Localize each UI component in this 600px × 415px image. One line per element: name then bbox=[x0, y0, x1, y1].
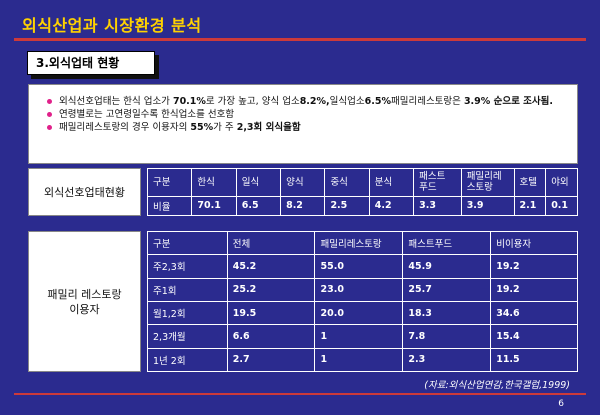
table-header-cell: 한식 bbox=[191, 168, 237, 197]
bottom-divider bbox=[14, 393, 586, 395]
summary-text: 연령별로는 고연령일수록 한식업소를 선호함 bbox=[59, 109, 235, 120]
table-cell: 1 bbox=[314, 324, 404, 349]
summary-text: 순으로 조사됨. bbox=[490, 96, 553, 107]
table1-label: 외식선호업태현황 bbox=[28, 168, 141, 216]
table-row: 월1,2회 19.5 20.0 18.3 34.6 bbox=[147, 300, 578, 326]
table-cell: 25.2 bbox=[226, 277, 316, 302]
table-cell: 34.6 bbox=[490, 300, 578, 326]
page-number: 6 bbox=[558, 399, 564, 409]
table-header-cell: 구분 bbox=[147, 230, 228, 256]
table-header-cell: 구분 bbox=[146, 168, 193, 197]
table-header-cell: 전체 bbox=[226, 230, 316, 256]
table-cell: 15.4 bbox=[490, 324, 578, 349]
row-label-cell: 월1,2회 bbox=[147, 300, 228, 326]
source-note: (자료:외식산업연감,한국갤럽,1999) bbox=[424, 380, 570, 391]
row-label-cell: 비율 bbox=[146, 195, 193, 217]
summary-text: 3.9% bbox=[463, 96, 491, 107]
row-label-cell: 주2,3회 bbox=[147, 254, 228, 279]
table-cell: 18.3 bbox=[402, 300, 492, 326]
table-header-cell: 중식 bbox=[324, 168, 370, 197]
bullet-icon bbox=[47, 112, 52, 117]
bullet-icon bbox=[47, 99, 52, 104]
table-cell: 25.7 bbox=[402, 277, 492, 302]
table-cell: 6.6 bbox=[226, 324, 316, 349]
row-label-cell: 1년 2회 bbox=[147, 347, 228, 373]
summary-text: 회 외식을함 bbox=[253, 122, 301, 133]
table-cell: 2.3 bbox=[402, 347, 492, 373]
row-label-cell: 주1회 bbox=[147, 277, 228, 302]
summary-text: 6.5% bbox=[364, 96, 391, 107]
summary-item: 패밀리레스토랑의 경우 이용자의 55%가 주 2,3회 외식을함 bbox=[47, 121, 567, 134]
summary-text: 가 주 bbox=[213, 122, 237, 133]
table-row: 1년 2회 2.7 1 2.3 11.5 bbox=[147, 347, 578, 373]
table-header-row: 구분 한식 일식 양식 중식 분식 패스트 푸드 패밀리레 스토랑 호텔 야외 bbox=[146, 168, 578, 197]
family-restaurant-table: 구분 전체 패밀리레스토랑 패스트푸드 비이용자 주2,3회 45.2 55.0 45.9 19.… bbox=[147, 230, 578, 373]
table-row: 2,3개월 6.6 1 7.8 15.4 bbox=[147, 324, 578, 349]
summary-text: 70.1% bbox=[172, 96, 206, 107]
summary-text: 55% bbox=[190, 122, 214, 133]
table-cell: 3.9 bbox=[460, 195, 515, 217]
table-cell: 4.2 bbox=[368, 195, 415, 217]
table-header-cell: 패스트푸드 bbox=[402, 230, 492, 256]
row-label-cell: 2,3개월 bbox=[147, 324, 228, 349]
summary-text: 8.2%, bbox=[299, 96, 330, 107]
table-header-cell: 야외 bbox=[545, 168, 578, 197]
table-cell: 0.1 bbox=[545, 195, 578, 217]
summary-box: 외식선호업태는 한식 업소가 70.1%로 가장 높고, 양식 업소8.2%,일… bbox=[28, 84, 578, 164]
table-cell: 19.2 bbox=[490, 277, 578, 302]
preference-table: 구분 한식 일식 양식 중식 분식 패스트 푸드 패밀리레 스토랑 호텔 야외 비율 70.1 6.5 8… bbox=[146, 168, 578, 217]
table-header-cell: 비이용자 bbox=[490, 230, 578, 256]
table-header-cell: 분식 bbox=[368, 168, 415, 197]
bullet-icon bbox=[47, 125, 52, 130]
table-cell: 1 bbox=[314, 347, 404, 373]
title-divider bbox=[14, 38, 586, 41]
table-cell: 6.5 bbox=[235, 195, 282, 217]
table-row: 주1회 25.2 23.0 25.7 19.2 bbox=[147, 277, 578, 302]
table-cell: 55.0 bbox=[314, 254, 404, 279]
table-header-cell: 패밀리레스토랑 bbox=[314, 230, 404, 256]
table-cell: 2.1 bbox=[513, 195, 547, 217]
table2-label-text: 패밀리 레스토랑 이용자 bbox=[47, 287, 122, 316]
slide-title: 외식산업과 시장환경 분석 bbox=[22, 16, 202, 35]
summary-list: 외식선호업태는 한식 업소가 70.1%로 가장 높고, 양식 업소8.2%,일… bbox=[47, 95, 567, 134]
table-header-cell: 패스트 푸드 bbox=[413, 168, 462, 197]
table-cell: 7.8 bbox=[402, 324, 492, 349]
table-cell: 23.0 bbox=[314, 277, 404, 302]
summary-text: 일식업소 bbox=[329, 96, 365, 107]
summary-text: 외식선호업태는 한식 업소가 bbox=[59, 96, 173, 107]
table-cell: 70.1 bbox=[191, 195, 237, 217]
table-header-row: 구분 전체 패밀리레스토랑 패스트푸드 비이용자 bbox=[147, 230, 578, 256]
summary-text: 2,3 bbox=[236, 122, 254, 133]
table-cell: 2.5 bbox=[324, 195, 370, 217]
summary-item: 외식선호업태는 한식 업소가 70.1%로 가장 높고, 양식 업소8.2%,일… bbox=[47, 95, 567, 108]
summary-text: 패밀리레스토랑의 경우 이용자의 bbox=[59, 122, 191, 133]
summary-text: 패밀리레스토랑은 bbox=[390, 96, 464, 107]
table2-label: 패밀리 레스토랑 이용자 bbox=[28, 231, 141, 372]
table-cell: 19.5 bbox=[226, 300, 316, 326]
table-cell: 20.0 bbox=[314, 300, 404, 326]
table-header-cell: 호텔 bbox=[513, 168, 547, 197]
table-cell: 19.2 bbox=[490, 254, 578, 279]
table-cell: 45.9 bbox=[402, 254, 492, 279]
table-cell: 45.2 bbox=[226, 254, 316, 279]
table-header-cell: 일식 bbox=[235, 168, 282, 197]
summary-item: 연령별로는 고연령일수록 한식업소를 선호함 bbox=[47, 108, 567, 121]
table1-label-text: 외식선호업태현황 bbox=[44, 185, 125, 199]
table-row: 비율 70.1 6.5 8.2 2.5 4.2 3.3 3.9 2.1 0.1 bbox=[146, 195, 578, 217]
table-cell: 3.3 bbox=[413, 195, 462, 217]
table-row: 주2,3회 45.2 55.0 45.9 19.2 bbox=[147, 254, 578, 279]
table-cell: 11.5 bbox=[490, 347, 578, 373]
table-cell: 8.2 bbox=[280, 195, 326, 217]
section-heading: 3.외식업태 현황 bbox=[27, 51, 155, 75]
table-cell: 2.7 bbox=[226, 347, 316, 373]
table-header-cell: 패밀리레 스토랑 bbox=[460, 168, 515, 197]
summary-text: 로 가장 높고, 양식 업소 bbox=[205, 96, 300, 107]
table-header-cell: 양식 bbox=[280, 168, 326, 197]
